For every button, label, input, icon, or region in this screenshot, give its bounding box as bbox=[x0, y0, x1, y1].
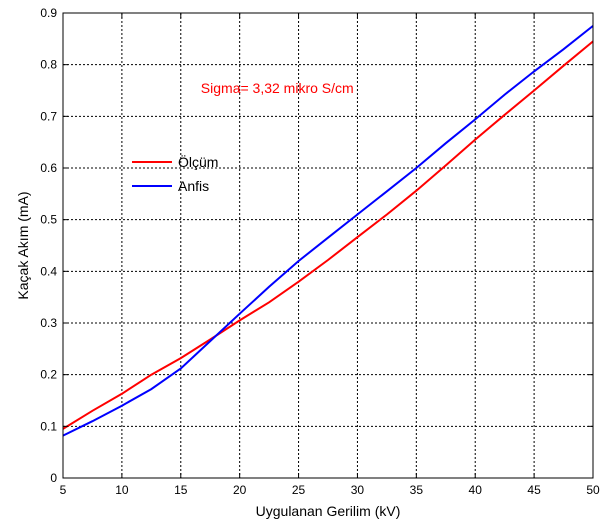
x-tick-label: 25 bbox=[292, 483, 306, 497]
y-tick-label: 0.8 bbox=[40, 58, 57, 72]
y-tick-label: 0.6 bbox=[40, 161, 57, 175]
y-tick-label: 0.7 bbox=[40, 109, 57, 123]
x-tick-label: 50 bbox=[586, 483, 600, 497]
y-tick-label: 0 bbox=[50, 471, 57, 485]
ticks: 5 10 15 20 25 30 35 40 45 50 0 0.1 0.2 0.3 0.4 0.5 0.6 0.… bbox=[40, 6, 600, 497]
series-lines bbox=[62, 25, 594, 437]
x-tick-label: 5 bbox=[60, 483, 67, 497]
legend: Ölçüm Anfis bbox=[132, 153, 218, 194]
plot-frame bbox=[62, 12, 594, 479]
x-tick-label: 20 bbox=[233, 483, 247, 497]
x-tick-label: 30 bbox=[351, 483, 365, 497]
x-tick-label: 35 bbox=[410, 483, 424, 497]
y-tick-label: 0.9 bbox=[40, 6, 57, 20]
x-tick-label: 15 bbox=[174, 483, 188, 497]
series-line-anfis bbox=[62, 25, 594, 437]
y-tick-label: 0.1 bbox=[40, 419, 57, 433]
grid bbox=[63, 13, 593, 478]
legend-label: Anfis bbox=[178, 178, 209, 194]
x-tick-label: 40 bbox=[469, 483, 483, 497]
x-tick-label: 10 bbox=[115, 483, 129, 497]
series-line-olcum bbox=[62, 40, 594, 430]
x-tick-label: 45 bbox=[527, 483, 541, 497]
y-tick-label: 0.4 bbox=[40, 264, 57, 278]
y-tick-label: 0.5 bbox=[40, 213, 57, 227]
y-tick-label: 0.2 bbox=[40, 368, 57, 382]
y-axis-label: Kaçak Akım (mA) bbox=[15, 191, 31, 299]
legend-label: Ölçüm bbox=[178, 153, 218, 170]
sigma-annotation: Sigma= 3,32 mikro S/cm bbox=[201, 80, 354, 96]
x-axis-label: Uygulanan Gerilim (kV) bbox=[256, 503, 401, 519]
y-tick-label: 0.3 bbox=[40, 316, 57, 330]
